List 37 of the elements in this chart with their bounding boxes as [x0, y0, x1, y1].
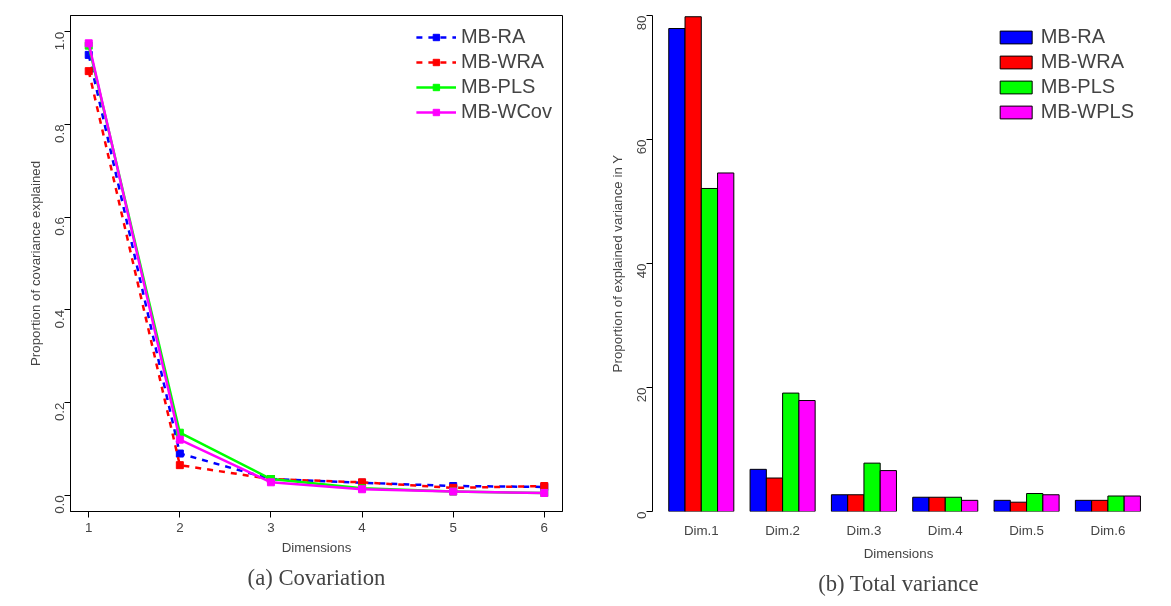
x-tick-label: 4 — [358, 519, 367, 535]
y-tick-label: 20 — [634, 387, 649, 403]
legend-label: MB-PLS — [460, 75, 536, 98]
x-tick-label: Dim.3 — [846, 522, 882, 538]
legend-label: MB-WPLS — [1040, 100, 1134, 123]
x-tick-label: 6 — [540, 519, 548, 535]
x-axis-title: Dimensions — [863, 545, 934, 561]
legend-label: MB-RA — [460, 25, 526, 48]
text: (a) Covariation — [247, 564, 386, 590]
y-tick-label: 60 — [634, 139, 649, 155]
legend-label: MB-WRA — [460, 50, 545, 73]
legend-label: MB-PLS — [1040, 75, 1116, 98]
y-tick-label: 40 — [634, 263, 649, 279]
x-tick-label: 1 — [85, 519, 93, 535]
y-tick-label: 0.8 — [52, 124, 67, 143]
y-tick-label: 0.2 — [52, 402, 67, 422]
y-axis-title: Proportion of covariance explained — [27, 160, 43, 367]
x-tick-label: Dim.5 — [1009, 522, 1044, 538]
legend-label: MB-WRA — [1040, 50, 1124, 73]
y-tick-label: 0.0 — [52, 495, 67, 514]
x-tick-label: 2 — [176, 519, 184, 535]
y-tick-label: 0.4 — [52, 309, 67, 329]
x-tick-label: Dim.4 — [927, 522, 964, 538]
x-tick-label: Dim.1 — [683, 522, 719, 538]
y-tick-label: 0.6 — [52, 217, 67, 236]
y-tick-label: 80 — [634, 15, 649, 31]
legend-label: MB-RA — [1040, 25, 1106, 48]
x-tick-label: Dim.6 — [1090, 522, 1126, 538]
text: (b) Total variance — [818, 570, 979, 596]
x-tick-label: 5 — [449, 519, 457, 535]
y-tick-label: 0 — [634, 511, 649, 519]
x-tick-label: 3 — [267, 519, 275, 535]
legend-label: MB-WCov — [460, 100, 552, 123]
y-tick-label: 1.0 — [52, 31, 67, 51]
x-tick-label: Dim.2 — [765, 522, 801, 538]
x-axis-title: Dimensions — [281, 539, 352, 555]
y-axis-title: Proportion of explained variance in Y — [609, 154, 625, 373]
